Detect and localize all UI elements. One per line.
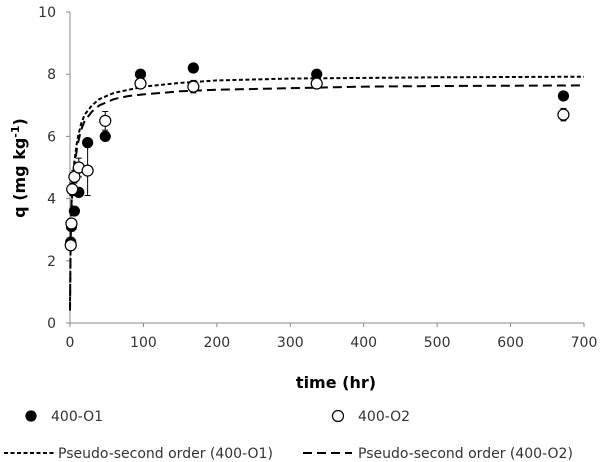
markers xyxy=(64,62,570,252)
legend-label-400-o2: 400-O2 xyxy=(358,409,410,425)
data-point-400-o2 xyxy=(66,183,79,196)
plot-background xyxy=(70,12,584,323)
data-point-400-o2 xyxy=(65,217,78,230)
data-point-400-o1 xyxy=(82,137,94,149)
x-tick-label: 200 xyxy=(203,335,230,351)
y-tick-label: 8 xyxy=(47,67,56,83)
y-tick-label: 6 xyxy=(47,129,56,145)
data-point-400-o1 xyxy=(557,90,570,102)
y-axis-title-main: q (mg kg xyxy=(10,138,29,218)
legend-marker-400-o1 xyxy=(25,410,37,422)
y-axis-title: q (mg kg-1) xyxy=(9,118,29,218)
legend-marker-400-o2 xyxy=(331,409,345,423)
legend-label-fit-o2: Pseudo-second order (400-O2) xyxy=(358,446,573,462)
x-tick-label: 300 xyxy=(277,335,304,351)
x-axis-title: time (hr) xyxy=(296,373,376,392)
data-point-400-o2 xyxy=(64,239,77,252)
x-tick-label: 400 xyxy=(350,335,377,351)
y-tick-label: 10 xyxy=(38,5,56,21)
y-tick-label: 0 xyxy=(47,316,56,332)
legend-label-fit-o1: Pseudo-second order (400-O1) xyxy=(58,446,273,462)
plot-area xyxy=(70,12,584,323)
x-tick-label: 100 xyxy=(130,335,157,351)
y-tick-label: 4 xyxy=(47,192,56,208)
data-point-400-o2 xyxy=(81,164,94,177)
y-axis-title-sup: -1 xyxy=(9,125,22,137)
data-point-400-o1 xyxy=(68,205,81,217)
legend-label-400-o1: 400-O1 xyxy=(51,409,103,425)
x-tick-label: 500 xyxy=(424,335,451,351)
x-tick-label: 700 xyxy=(571,335,598,351)
x-tick-label: 0 xyxy=(66,335,75,351)
data-point-400-o2 xyxy=(310,77,323,90)
data-point-400-o1 xyxy=(99,130,111,142)
tick-labels: 0 100 200 300 400 500 600 700 0 2 4 6 8 10 xyxy=(38,5,597,351)
y-tick-label: 2 xyxy=(47,254,56,270)
x-tick-label: 600 xyxy=(497,335,524,351)
y-axis-title-close: ) xyxy=(10,118,29,125)
data-point-400-o2 xyxy=(187,80,200,93)
data-point-400-o1 xyxy=(187,62,199,74)
legend: 400-O1 400-O2 Pseudo-second order (400-O… xyxy=(4,409,573,462)
data-point-400-o2 xyxy=(134,77,147,90)
data-point-400-o2 xyxy=(99,114,112,127)
data-point-400-o2 xyxy=(557,108,570,121)
